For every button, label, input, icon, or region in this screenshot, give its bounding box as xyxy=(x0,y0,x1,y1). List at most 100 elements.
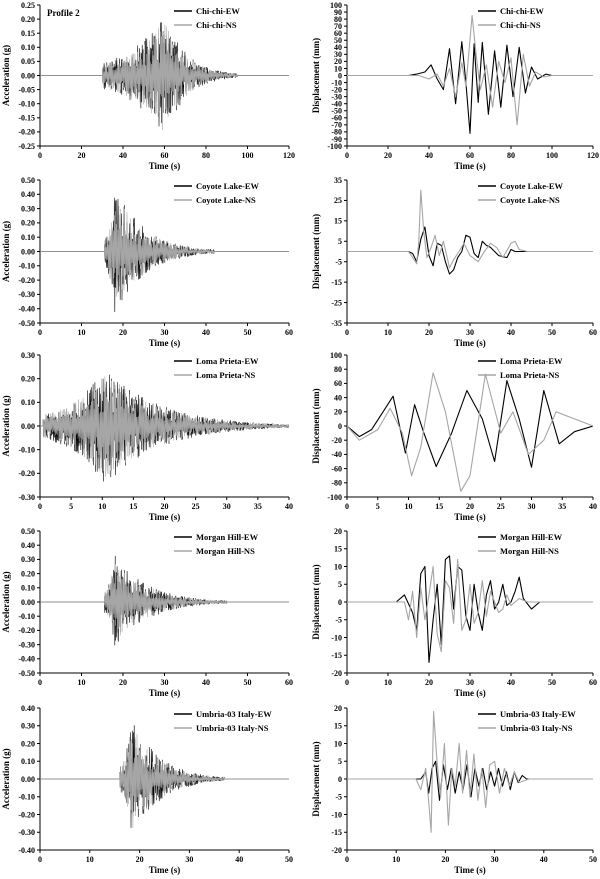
chart-coyote-disp: -35 -25 -15 -5 5 15 25 35 0 10 20 30 40 50 60 Time (s) D… xyxy=(311,176,597,348)
y-tick-label: 70 xyxy=(334,22,342,31)
y-tick-label: 0.30 xyxy=(21,722,35,731)
y-tick-label: -5 xyxy=(335,793,342,802)
x-tick-label: 0 xyxy=(38,328,42,337)
x-tick-label: 10 xyxy=(405,502,413,511)
x-tick-label: 10 xyxy=(384,678,392,687)
y-tick-label: 0.15 xyxy=(21,29,35,38)
y-tick-label: 60 xyxy=(334,29,342,38)
x-tick-label: 0 xyxy=(38,678,42,687)
x-tick-label: 0 xyxy=(345,855,349,864)
chart-umbria-acc: -0.40 -0.30 -0.20 -0.10 0.00 0.10 0.20 0.30 0.40… xyxy=(1,704,293,875)
y-tick-label: 0 xyxy=(338,71,342,80)
y-tick-label: -0.10 xyxy=(18,262,35,271)
y-tick-label: -90 xyxy=(331,135,342,144)
y-tick-label: -10 xyxy=(331,78,342,87)
x-tick-label: 50 xyxy=(589,855,597,864)
legend-label-ns: Loma Prieta-NS xyxy=(500,370,560,380)
y-tick-label: 0 xyxy=(338,598,342,607)
legend-label-ew: Morgan Hill-EW xyxy=(500,532,563,542)
y-tick-label: -40 xyxy=(331,450,342,459)
x-tick-label: 30 xyxy=(161,328,169,337)
y-axis-title: Acceleration (g) xyxy=(1,395,11,456)
y-tick-label: -0.10 xyxy=(18,100,35,109)
y-tick-label: 10 xyxy=(334,739,342,748)
x-tick-label: 80 xyxy=(202,151,210,160)
y-tick-label: -0.50 xyxy=(18,669,35,678)
x-tick-label: 25 xyxy=(497,502,505,511)
y-tick-label: 90 xyxy=(334,8,342,17)
x-tick-label: 0 xyxy=(345,678,349,687)
x-axis-title: Time (s) xyxy=(149,161,181,171)
y-tick-label: 0.10 xyxy=(21,398,35,407)
y-tick-label: 35 xyxy=(334,176,342,185)
y-tick-label: -15 xyxy=(331,651,342,660)
x-axis-title: Time (s) xyxy=(454,688,486,698)
y-axis-title: Displacement (mm) xyxy=(311,564,321,639)
legend-label-ew: Umbria-03 Italy-EW xyxy=(196,709,272,719)
y-tick-label: 20 xyxy=(334,527,342,536)
x-tick-label: 40 xyxy=(202,678,210,687)
x-tick-label: 20 xyxy=(425,678,433,687)
y-tick-label: 0.30 xyxy=(21,204,35,213)
series-ns-line xyxy=(347,710,593,833)
x-tick-label: 30 xyxy=(491,855,499,864)
legend-label-ew: Loma Prieta-EW xyxy=(500,356,563,366)
x-tick-label: 5 xyxy=(69,502,73,511)
y-tick-label: -0.25 xyxy=(18,142,35,151)
x-tick-label: 40 xyxy=(235,855,243,864)
x-axis-title: Time (s) xyxy=(149,865,181,875)
y-tick-label: 0.10 xyxy=(21,584,35,593)
x-tick-label: 35 xyxy=(254,502,262,511)
series-ns-line xyxy=(40,24,289,131)
y-axis-title: Displacement (mm) xyxy=(311,38,321,113)
x-tick-label: 40 xyxy=(119,151,127,160)
y-tick-label: 0.20 xyxy=(21,15,35,24)
y-tick-label: 30 xyxy=(334,50,342,59)
legend-label-ew: Coyote Lake-EW xyxy=(196,181,260,191)
series-ew-line xyxy=(347,41,593,134)
legend-label-ew: Coyote Lake-EW xyxy=(500,181,564,191)
y-tick-label: 20 xyxy=(334,57,342,66)
x-tick-label: 20 xyxy=(384,151,392,160)
y-tick-label: 0.20 xyxy=(21,374,35,383)
y-tick-label: 15 xyxy=(334,722,342,731)
y-tick-label: -40 xyxy=(331,100,342,109)
y-tick-label: 5 xyxy=(338,237,342,246)
y-tick-label: 0.00 xyxy=(21,247,35,256)
x-tick-label: 20 xyxy=(425,328,433,337)
x-axis-title: Time (s) xyxy=(149,688,181,698)
chart-loma-disp: -100 -80 -60 -40 -20 0 20 40 60 80 100 0 5 10 15 20 25 30… xyxy=(311,351,597,522)
y-tick-label: -0.20 xyxy=(18,469,35,478)
x-axis-title: Time (s) xyxy=(149,338,181,348)
x-axis-title: Time (s) xyxy=(454,338,486,348)
x-tick-label: 50 xyxy=(285,855,293,864)
chart-coyote-acc: -0.50 -0.40 -0.30 -0.20 -0.10 0.00 0.10 0.20 0.3… xyxy=(1,176,293,348)
y-tick-label: 10 xyxy=(334,562,342,571)
y-tick-label: 0.40 xyxy=(21,541,35,550)
y-tick-label: 0.25 xyxy=(21,1,35,10)
legend-label-ns: Morgan Hill-NS xyxy=(500,546,559,556)
y-tick-label: -35 xyxy=(331,319,342,328)
x-tick-label: 30 xyxy=(161,678,169,687)
y-tick-label: 15 xyxy=(334,217,342,226)
y-tick-label: 0.00 xyxy=(21,598,35,607)
panel-annotation: Profile 2 xyxy=(47,8,80,18)
y-tick-label: -0.15 xyxy=(18,114,35,123)
x-tick-label: 40 xyxy=(285,502,293,511)
series-ns-line xyxy=(347,15,593,126)
y-tick-label: -0.50 xyxy=(18,319,35,328)
x-tick-label: 40 xyxy=(589,502,597,511)
y-tick-label: -10 xyxy=(331,633,342,642)
y-tick-label: -20 xyxy=(331,846,342,855)
x-axis-title: Time (s) xyxy=(454,512,486,522)
legend-label-ew: Chi-chi-EW xyxy=(500,6,544,16)
y-tick-label: -60 xyxy=(331,464,342,473)
series-ew-line xyxy=(40,725,289,828)
y-tick-label: 0.40 xyxy=(21,190,35,199)
series-ns-line xyxy=(40,200,289,297)
y-tick-label: -25 xyxy=(331,298,342,307)
y-tick-label: 0.10 xyxy=(21,233,35,242)
y-axis-title: Acceleration (g) xyxy=(1,571,11,632)
y-tick-label: 40 xyxy=(334,393,342,402)
